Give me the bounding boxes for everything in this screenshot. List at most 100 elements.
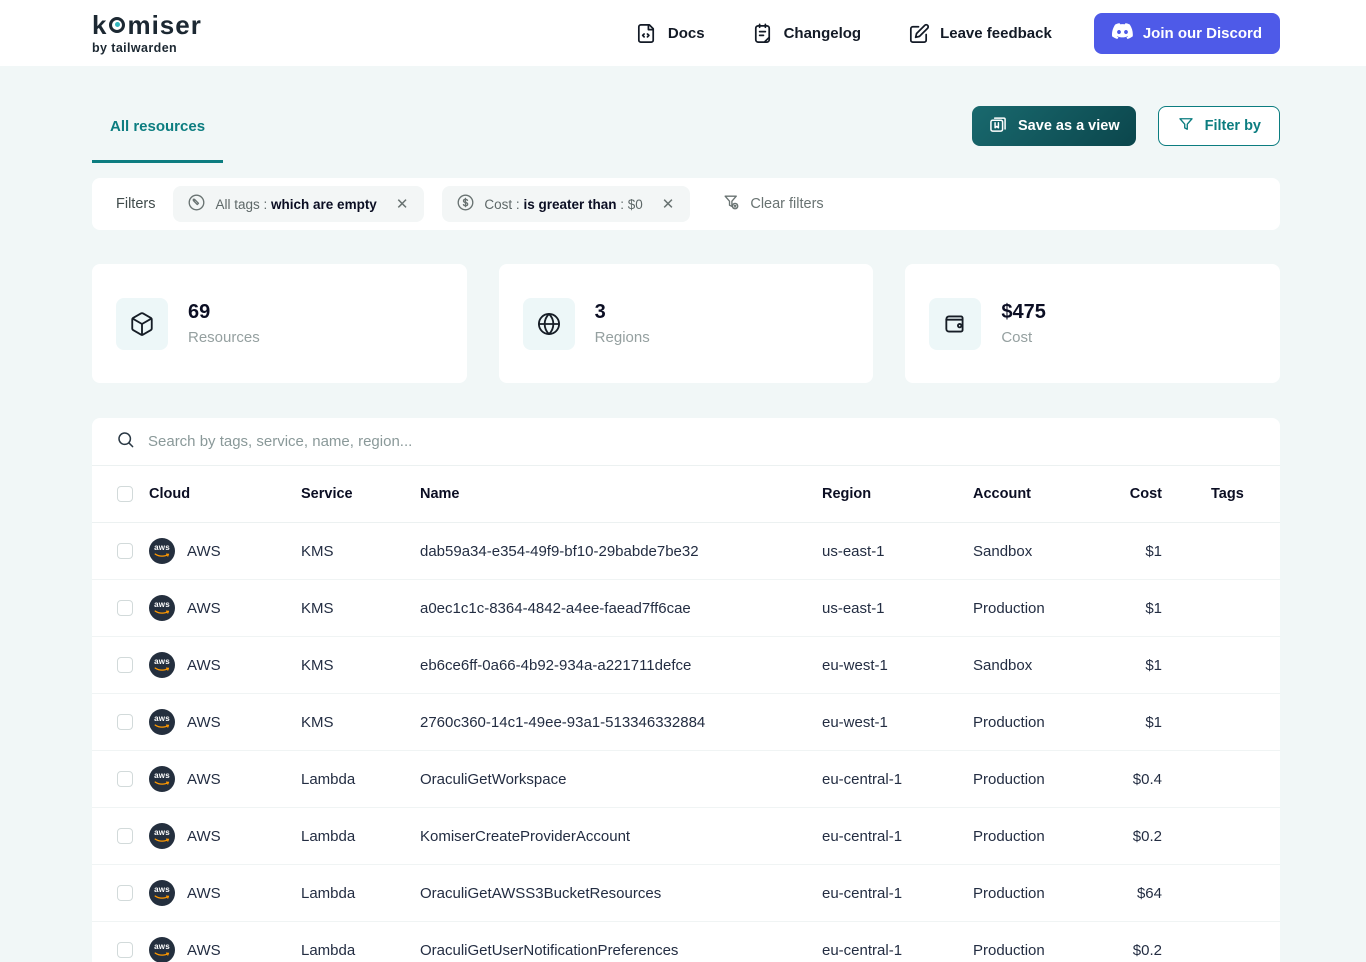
nav-docs[interactable]: Docs (635, 22, 705, 45)
cost-value: $0.2 (1132, 827, 1162, 845)
row-checkbox[interactable] (117, 543, 133, 559)
search-icon (116, 430, 135, 454)
filter-chip-cost[interactable]: Cost : is greater than : $0 ✕ (442, 186, 691, 222)
col-name: Name (420, 486, 460, 502)
close-icon[interactable]: ✕ (661, 195, 675, 213)
table-row[interactable]: aws AWS Lambda OraculiGetWorkspace eu-ce… (92, 751, 1280, 808)
cost-value: $1 (1145, 599, 1162, 617)
regions-count: 3 (594, 301, 606, 323)
account-value: Sandbox (973, 656, 1033, 674)
select-all-checkbox[interactable] (117, 486, 133, 502)
row-select-cell (92, 543, 149, 559)
account-value: Production (973, 884, 1045, 902)
search-input[interactable] (148, 433, 1256, 450)
resource-name: KomiserCreateProviderAccount (420, 827, 631, 845)
search-row (92, 418, 1280, 466)
resource-name: eb6ce6ff-0a66-4b92-934a-a221711defce (420, 656, 692, 674)
account-value: Production (973, 770, 1045, 788)
aws-logo-icon: aws (149, 937, 175, 962)
stat-card-regions: 3 Regions (498, 264, 874, 383)
table-row[interactable]: aws AWS KMS eb6ce6ff-0a66-4b92-934a-a221… (92, 637, 1280, 694)
row-checkbox[interactable] (117, 885, 133, 901)
filter-chip-tags-text: All tags : which are empty (215, 196, 377, 212)
stat-text: 69 Resources (188, 301, 260, 346)
row-checkbox[interactable] (117, 657, 133, 673)
clear-filters-button[interactable]: Clear filters (722, 193, 824, 216)
resource-name: 2760c360-14c1-49ee-93a1-513346332884 (420, 713, 706, 731)
cloud-cell: aws AWS (149, 709, 301, 735)
table-row[interactable]: aws AWS KMS 2760c360-14c1-49ee-93a1-5133… (92, 694, 1280, 751)
row-checkbox[interactable] (117, 942, 133, 958)
cost-value: $0.4 (1132, 770, 1162, 788)
table-row[interactable]: aws AWS Lambda KomiserCreateProviderAcco… (92, 808, 1280, 865)
cost-value: $1 (1145, 656, 1162, 674)
cloud-cell: aws AWS (149, 880, 301, 906)
resource-name: dab59a34-e354-49f9-bf10-29babde7be32 (420, 542, 699, 560)
filter-by-button[interactable]: Filter by (1157, 106, 1280, 146)
tag-icon (187, 193, 206, 215)
join-discord-button[interactable]: Join our Discord (1093, 12, 1280, 54)
cost-value: $1 (1145, 542, 1162, 560)
cloud-cell: aws AWS (149, 937, 301, 962)
service-value: KMS (301, 713, 334, 731)
logo-o-ring (109, 16, 126, 33)
aws-logo-icon: aws (149, 766, 175, 792)
row-select-cell (92, 657, 149, 673)
top-header: k miser by tailwarden Docs (0, 0, 1366, 66)
stat-text: 3 Regions (595, 301, 650, 346)
logo-teal-dot (114, 22, 120, 27)
clear-filters-label: Clear filters (750, 196, 824, 212)
cube-icon (116, 297, 168, 350)
save-as-view-button[interactable]: Save as a view (972, 106, 1136, 146)
table-row[interactable]: aws AWS KMS a0ec1c1c-8364-4842-a4ee-faea… (92, 580, 1280, 637)
aws-logo-icon: aws (149, 709, 175, 735)
filter-chip-tags[interactable]: All tags : which are empty ✕ (173, 186, 425, 222)
col-tags: Tags (1211, 486, 1244, 502)
cloud-cell: aws AWS (149, 595, 301, 621)
aws-logo-icon: aws (149, 538, 175, 564)
logo-tagline: by tailwarden (92, 40, 178, 55)
table-row[interactable]: aws AWS Lambda OraculiGetAWSS3BucketReso… (92, 865, 1280, 922)
region-value: eu-central-1 (822, 941, 903, 959)
resources-label: Resources (188, 329, 260, 346)
docs-icon (635, 22, 658, 45)
wallet-icon (929, 297, 982, 350)
row-checkbox[interactable] (117, 828, 133, 844)
komiser-logo[interactable]: k miser by tailwarden (92, 12, 202, 55)
table-row[interactable]: aws AWS Lambda OraculiGetUserNotificatio… (92, 922, 1280, 962)
cloud-value: AWS (187, 884, 221, 902)
row-checkbox[interactable] (117, 714, 133, 730)
filter-chip-cost-text: Cost : is greater than : $0 (484, 196, 643, 212)
changelog-icon (751, 22, 774, 45)
row-checkbox[interactable] (117, 771, 133, 787)
table-body: aws AWS KMS dab59a34-e354-49f9-bf10-29ba… (92, 523, 1280, 962)
region-value: eu-west-1 (822, 713, 888, 731)
resources-count: 69 (188, 301, 211, 323)
resources-table-card: Cloud Service Name Region Account Cost T… (92, 418, 1280, 962)
resource-name: a0ec1c1c-8364-4842-a4ee-faead7ff6cae (420, 599, 691, 617)
stats-row: 69 Resources 3 Regions (92, 264, 1281, 383)
region-value: eu-central-1 (822, 827, 903, 845)
cloud-cell: aws AWS (149, 766, 301, 792)
cloud-value: AWS (187, 770, 221, 788)
filter-by-label: Filter by (1204, 118, 1261, 134)
close-icon[interactable]: ✕ (395, 195, 409, 213)
account-value: Production (973, 827, 1045, 845)
service-value: Lambda (301, 941, 356, 959)
row-select-cell (92, 714, 149, 730)
resource-name: OraculiGetWorkspace (420, 770, 567, 788)
cost-value: $0.2 (1132, 941, 1162, 959)
row-checkbox[interactable] (117, 600, 133, 616)
tab-all-resources[interactable]: All resources (92, 112, 224, 163)
save-view-icon (988, 114, 1008, 138)
cloud-value: AWS (187, 941, 221, 959)
region-value: us-east-1 (822, 542, 885, 560)
nav-changelog[interactable]: Changelog (751, 22, 861, 45)
table-row[interactable]: aws AWS KMS dab59a34-e354-49f9-bf10-29ba… (92, 523, 1280, 580)
row-select-cell (92, 942, 149, 958)
dollar-circle-icon (456, 193, 475, 215)
cost-label: Cost (1001, 329, 1033, 346)
nav-docs-label: Docs (667, 24, 705, 42)
nav-leave-feedback[interactable]: Leave feedback (907, 22, 1052, 45)
row-select-cell (92, 885, 149, 901)
